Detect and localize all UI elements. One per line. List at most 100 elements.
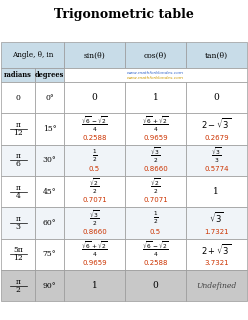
Bar bbox=[35, 68, 64, 82]
Bar bbox=[64, 239, 125, 270]
Text: degrees: degrees bbox=[35, 71, 64, 79]
Text: Angle, θ, in: Angle, θ, in bbox=[12, 51, 53, 59]
Text: 1: 1 bbox=[92, 281, 97, 290]
Text: π: π bbox=[16, 184, 21, 192]
Bar bbox=[35, 239, 64, 270]
Bar bbox=[64, 82, 125, 113]
Text: 0.2588: 0.2588 bbox=[143, 260, 168, 266]
Bar bbox=[64, 270, 125, 301]
Text: $\frac{\sqrt{2}}{2}$: $\frac{\sqrt{2}}{2}$ bbox=[89, 177, 100, 196]
Text: 3: 3 bbox=[16, 223, 21, 231]
Text: 0.8660: 0.8660 bbox=[143, 166, 168, 172]
Text: $2+\sqrt{3}$: $2+\sqrt{3}$ bbox=[201, 242, 231, 257]
Text: $\sqrt{3}$: $\sqrt{3}$ bbox=[209, 211, 224, 225]
Bar bbox=[35, 145, 64, 176]
Bar bbox=[1, 42, 64, 68]
Bar bbox=[125, 113, 186, 145]
Text: π: π bbox=[16, 278, 21, 286]
Bar bbox=[64, 42, 125, 68]
Text: π: π bbox=[16, 215, 21, 223]
Text: www.mathforblondes.com: www.mathforblondes.com bbox=[127, 76, 184, 80]
Text: 1.7321: 1.7321 bbox=[204, 229, 229, 235]
Bar bbox=[64, 145, 125, 176]
Bar bbox=[64, 113, 125, 145]
Bar bbox=[186, 207, 247, 239]
Text: 30°: 30° bbox=[43, 156, 57, 164]
Bar bbox=[35, 113, 64, 145]
Text: 1: 1 bbox=[214, 187, 219, 196]
Text: $\frac{\sqrt{2}}{2}$: $\frac{\sqrt{2}}{2}$ bbox=[150, 177, 161, 196]
Text: 4: 4 bbox=[16, 192, 21, 200]
Bar bbox=[64, 68, 247, 82]
Text: 1: 1 bbox=[153, 93, 158, 102]
Text: π: π bbox=[16, 152, 21, 160]
Text: 0.2679: 0.2679 bbox=[204, 135, 229, 141]
Bar bbox=[125, 145, 186, 176]
Text: 0°: 0° bbox=[45, 93, 54, 101]
Text: 90°: 90° bbox=[43, 282, 56, 290]
Text: 0.5: 0.5 bbox=[89, 166, 100, 172]
Bar bbox=[125, 239, 186, 270]
Bar bbox=[186, 176, 247, 207]
Text: 3.7321: 3.7321 bbox=[204, 260, 229, 266]
Bar bbox=[1, 145, 35, 176]
Text: cos(θ): cos(θ) bbox=[144, 51, 167, 59]
Text: $\frac{\sqrt{6}-\sqrt{2}}{4}$: $\frac{\sqrt{6}-\sqrt{2}}{4}$ bbox=[142, 240, 169, 259]
Text: 0: 0 bbox=[153, 281, 158, 290]
Bar bbox=[186, 42, 247, 68]
Bar bbox=[186, 270, 247, 301]
Bar bbox=[1, 176, 35, 207]
Bar bbox=[186, 239, 247, 270]
Text: $\frac{\sqrt{3}}{2}$: $\frac{\sqrt{3}}{2}$ bbox=[150, 146, 161, 165]
Text: 6: 6 bbox=[16, 160, 21, 168]
Text: www.mathforblondes.com: www.mathforblondes.com bbox=[127, 71, 184, 75]
Bar bbox=[64, 207, 125, 239]
Bar bbox=[35, 207, 64, 239]
Bar bbox=[1, 239, 35, 270]
Bar bbox=[35, 270, 64, 301]
Text: 12: 12 bbox=[13, 254, 23, 262]
Bar bbox=[125, 42, 186, 68]
Text: 0.9659: 0.9659 bbox=[82, 260, 107, 266]
Text: 0.5774: 0.5774 bbox=[204, 166, 229, 172]
Bar bbox=[35, 176, 64, 207]
Text: 5π: 5π bbox=[13, 246, 23, 254]
Text: 2: 2 bbox=[16, 286, 21, 294]
Text: 0.5: 0.5 bbox=[150, 229, 161, 235]
Text: radians: radians bbox=[4, 71, 32, 79]
Text: 45°: 45° bbox=[43, 188, 56, 196]
Text: π: π bbox=[16, 121, 21, 129]
Text: 0.7071: 0.7071 bbox=[143, 197, 168, 204]
Text: $\frac{\sqrt{6}+\sqrt{2}}{4}$: $\frac{\sqrt{6}+\sqrt{2}}{4}$ bbox=[81, 240, 108, 259]
Text: sin(θ): sin(θ) bbox=[84, 51, 105, 59]
Bar bbox=[1, 270, 35, 301]
Text: 0: 0 bbox=[92, 93, 97, 102]
Text: 0: 0 bbox=[214, 93, 219, 102]
Bar bbox=[35, 82, 64, 113]
Text: $\frac{\sqrt{6}-\sqrt{2}}{4}$: $\frac{\sqrt{6}-\sqrt{2}}{4}$ bbox=[81, 114, 108, 134]
Bar bbox=[1, 207, 35, 239]
Bar bbox=[1, 82, 35, 113]
Text: 12: 12 bbox=[13, 129, 23, 137]
Text: Trigonometric table: Trigonometric table bbox=[54, 8, 194, 21]
Bar bbox=[186, 82, 247, 113]
Text: $2-\sqrt{3}$: $2-\sqrt{3}$ bbox=[201, 117, 231, 131]
Text: 0.8660: 0.8660 bbox=[82, 229, 107, 235]
Text: tan(θ): tan(θ) bbox=[205, 51, 228, 59]
Text: $\frac{\sqrt{3}}{3}$: $\frac{\sqrt{3}}{3}$ bbox=[211, 146, 222, 165]
Text: $\frac{\sqrt{3}}{2}$: $\frac{\sqrt{3}}{2}$ bbox=[89, 208, 100, 228]
Text: 60°: 60° bbox=[43, 219, 56, 227]
Bar bbox=[125, 82, 186, 113]
Text: Undefined: Undefined bbox=[196, 282, 236, 290]
Text: $\frac{1}{2}$: $\frac{1}{2}$ bbox=[153, 210, 158, 226]
Text: $\frac{1}{2}$: $\frac{1}{2}$ bbox=[92, 147, 97, 164]
Text: 0.9659: 0.9659 bbox=[143, 135, 168, 141]
Bar bbox=[1, 113, 35, 145]
Bar bbox=[1, 68, 35, 82]
Bar bbox=[125, 176, 186, 207]
Text: 0.7071: 0.7071 bbox=[82, 197, 107, 204]
Text: 0: 0 bbox=[16, 93, 21, 101]
Bar bbox=[186, 145, 247, 176]
Text: $\frac{\sqrt{6}+\sqrt{2}}{4}$: $\frac{\sqrt{6}+\sqrt{2}}{4}$ bbox=[142, 114, 169, 134]
Text: 0.2588: 0.2588 bbox=[82, 135, 107, 141]
